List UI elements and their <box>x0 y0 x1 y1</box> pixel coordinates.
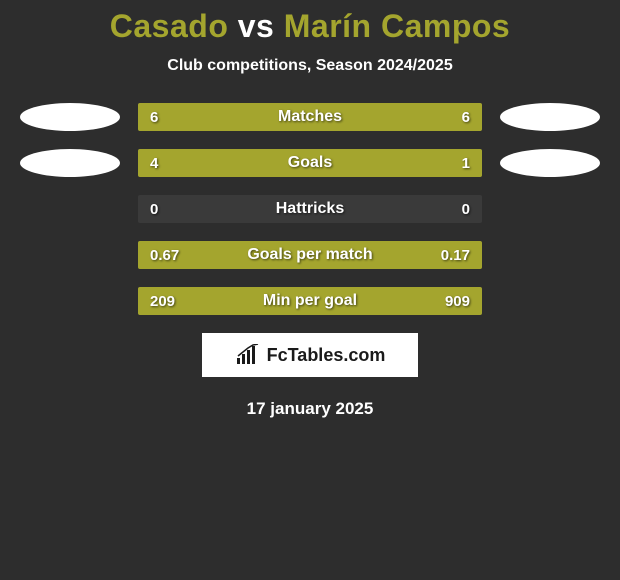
chart-icon <box>235 344 261 366</box>
vs-label: vs <box>238 8 275 44</box>
stat-row: 0 0Hattricks <box>0 195 620 223</box>
bar-fill-right <box>399 149 482 177</box>
stat-row: 41Goals <box>0 149 620 177</box>
subtitle: Club competitions, Season 2024/2025 <box>0 57 620 75</box>
bar-fill-left <box>138 287 482 315</box>
stats-list: 66Matches 41Goals 0 0Hattricks 0.670.17Goals… <box>0 103 620 315</box>
team-oval-right <box>500 103 600 131</box>
player1-name: Casado <box>110 8 229 44</box>
bar-fill-right <box>310 103 482 131</box>
stat-bar: 209909Min per goal <box>138 287 482 315</box>
stat-bar: 0.670.17Goals per match <box>138 241 482 269</box>
comparison-widget: Casado vs Marín Campos Club competitions… <box>0 0 620 419</box>
stat-bar: 0 0Hattricks <box>138 195 482 223</box>
player2-name: Marín Campos <box>284 8 510 44</box>
page-title: Casado vs Marín Campos <box>0 8 620 45</box>
team-oval-right <box>500 149 600 177</box>
stat-bar: 41Goals <box>138 149 482 177</box>
logo-box[interactable]: FcTables.com <box>202 333 418 377</box>
stat-label: Hattricks <box>138 195 482 223</box>
bar-fill-left <box>138 149 399 177</box>
stat-bar: 66Matches <box>138 103 482 131</box>
stat-row: 0.670.17Goals per match <box>0 241 620 269</box>
generation-date: 17 january 2025 <box>0 399 620 419</box>
stat-row: 209909Min per goal <box>0 287 620 315</box>
stat-value-left: 0 <box>150 195 158 223</box>
team-oval-left <box>20 149 120 177</box>
logo-text: FcTables.com <box>267 345 386 366</box>
stat-row: 66Matches <box>0 103 620 131</box>
team-oval-left <box>20 103 120 131</box>
bar-fill-left <box>138 103 310 131</box>
bar-fill-left <box>138 241 482 269</box>
stat-value-right: 0 <box>462 195 470 223</box>
